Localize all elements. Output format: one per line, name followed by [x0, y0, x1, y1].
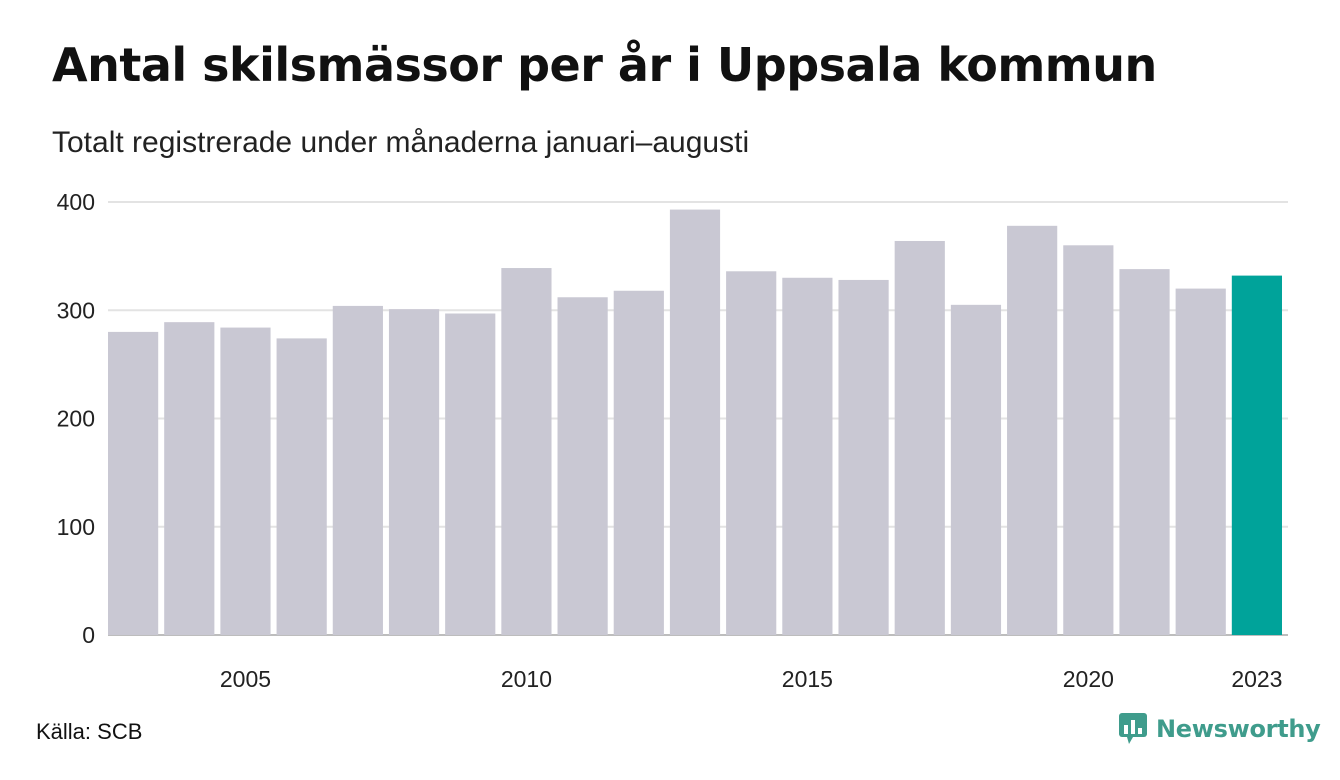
bar-2021	[1119, 269, 1170, 635]
bar-2005	[220, 327, 271, 635]
bars	[108, 209, 1282, 636]
y-tick-label: 300	[57, 297, 95, 323]
newsworthy-logo-icon	[1119, 713, 1147, 744]
bar-2007	[332, 305, 383, 635]
bar-2013	[669, 209, 721, 635]
bar-2016	[838, 279, 889, 635]
x-tick-label: 2023	[1231, 666, 1282, 692]
bar-2004	[164, 322, 215, 635]
bar-2010	[501, 268, 552, 635]
bar-2014	[726, 271, 777, 635]
bar-2020	[1063, 245, 1114, 636]
bar-2003	[108, 331, 159, 635]
bar-2015	[782, 277, 833, 635]
chart-title: Antal skilsmässor per år i Uppsala kommu…	[52, 38, 1157, 92]
y-tick-label: 0	[82, 622, 95, 648]
bar-2023	[1231, 275, 1282, 635]
bar-2009	[445, 313, 496, 635]
bar-2008	[388, 309, 440, 635]
y-tick-label: 400	[57, 189, 95, 215]
brand-name: Newsworthy	[1156, 715, 1321, 743]
bar-2018	[950, 304, 1002, 635]
x-tick-label: 2005	[220, 666, 271, 692]
bar-2011	[557, 297, 608, 635]
bar-2006	[276, 338, 327, 635]
bar-2019	[1007, 225, 1058, 635]
y-axis-ticks: 0 100 200 300 400	[57, 189, 95, 648]
x-tick-label: 2020	[1063, 666, 1114, 692]
x-axis-ticks: 2005 2010 2015 2020 2023	[220, 666, 1283, 692]
bar-2022	[1175, 288, 1226, 635]
brand-logo: Newsworthy	[1118, 712, 1321, 746]
x-tick-label: 2015	[782, 666, 833, 692]
source-note: Källa: SCB	[36, 719, 143, 744]
chart-subtitle: Totalt registrerade under månaderna janu…	[52, 126, 750, 159]
y-tick-label: 100	[57, 514, 95, 540]
bar-2017	[894, 240, 945, 635]
bar-2012	[613, 290, 664, 635]
y-tick-label: 200	[57, 406, 95, 432]
x-tick-label: 2010	[501, 666, 552, 692]
